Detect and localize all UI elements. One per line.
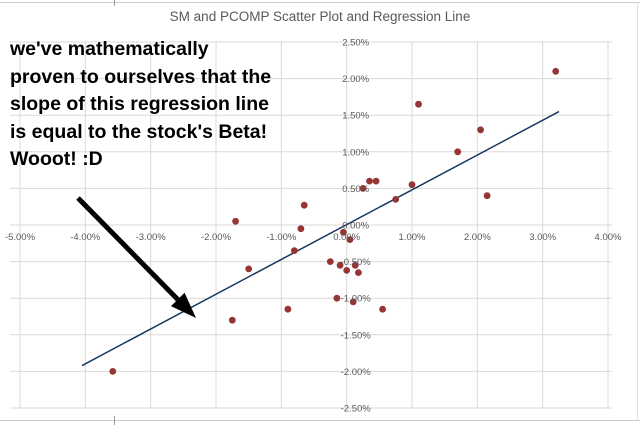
svg-text:-3.00%: -3.00% [136,232,167,243]
svg-text:2.50%: 2.50% [342,38,369,49]
svg-text:1.00%: 1.00% [342,147,369,158]
svg-text:2.00%: 2.00% [342,74,369,85]
svg-text:0.00%: 0.00% [342,221,369,232]
chart-title: SM and PCOMP Scatter Plot and Regression… [169,9,471,24]
svg-text:2.00%: 2.00% [464,232,491,243]
annotation-text: we've mathematically proven to ourselves… [10,36,340,174]
svg-text:-2.50%: -2.50% [341,404,372,415]
annotation-line: we've mathematically [10,38,209,60]
svg-text:3.00%: 3.00% [529,232,556,243]
svg-text:1.50%: 1.50% [342,111,369,122]
svg-text:-1.00%: -1.00% [266,232,297,243]
svg-text:-1.00%: -1.00% [341,294,372,305]
annotation-line: slope of this regression line [10,93,269,115]
svg-text:-2.00%: -2.00% [341,367,372,378]
svg-text:0.50%: 0.50% [342,184,369,195]
worksheet-top-gridline [0,2,640,3]
annotation-line: is equal to the stock's Beta! [10,120,268,143]
svg-text:4.00%: 4.00% [595,232,622,243]
svg-text:-4.00%: -4.00% [70,232,101,243]
worksheet-bottom-gridline [0,420,640,421]
cell-boundary-tick-bottom [114,416,115,425]
annotation-line: Wooot! :D [10,148,103,170]
cell-boundary-tick-top [114,0,115,6]
svg-text:-1.50%: -1.50% [341,330,372,341]
svg-text:-2.00%: -2.00% [201,232,232,243]
svg-text:1.00%: 1.00% [399,232,426,243]
svg-text:-5.00%: -5.00% [5,232,36,243]
svg-text:0.00%: 0.00% [333,232,360,243]
svg-text:-0.50%: -0.50% [341,257,372,268]
annotation-line: proven to ourselves that the [10,65,272,88]
worksheet-right-gridline [637,2,638,421]
